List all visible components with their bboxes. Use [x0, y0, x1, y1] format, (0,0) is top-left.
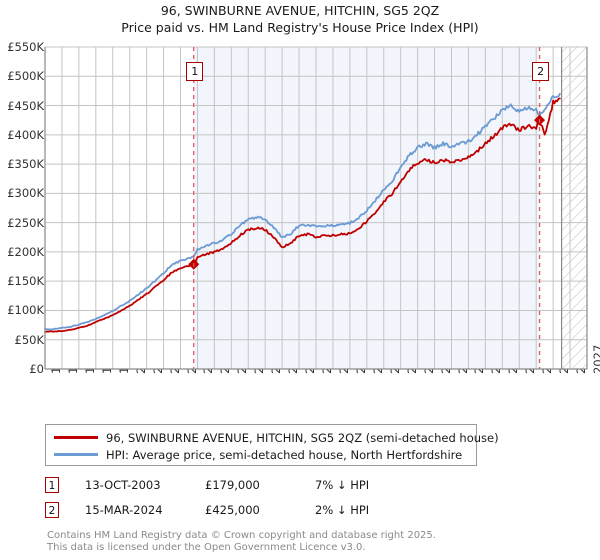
footer-line-1: Contains HM Land Registry data © Crown c…	[47, 530, 436, 541]
legend-swatch-hpi	[54, 453, 98, 456]
sale-record-row[interactable]: 2 15-MAR-2024 £425,000 2% ↓ HPI	[45, 497, 515, 522]
chart-title-line2: Price paid vs. HM Land Registry's House …	[121, 20, 479, 35]
y-axis-tick-label: £550K	[7, 40, 44, 54]
sale-record-price: £179,000	[205, 477, 260, 492]
series-line-hpi	[44, 92, 561, 331]
y-axis-tick-label: £300K	[7, 186, 44, 201]
sales-history-table: 1 13-OCT-2003 £179,000 7% ↓ HPI 2 15-MAR-2024…	[45, 472, 515, 522]
sale-marker-1[interactable]: 1	[186, 62, 204, 81]
y-axis-tick-label: £250K	[7, 215, 44, 230]
y-axis-tick-label: £400K	[7, 127, 44, 142]
chart-title-line1: 96, SWINBURNE AVENUE, HITCHIN, SG5 2QZ	[160, 3, 440, 18]
legend-swatch-price-paid	[54, 436, 98, 439]
sale-record-date: 13-OCT-2003	[85, 477, 161, 492]
legend-label-price-paid: 96, SWINBURNE AVENUE, HITCHIN, SG5 2QZ (…	[106, 430, 499, 445]
legend-label-hpi: HPI: Average price, semi-detached house,…	[106, 447, 463, 462]
y-axis-tick-label: £200K	[7, 244, 44, 259]
y-axis-tick-label: £150K	[7, 274, 44, 289]
sale-record-row[interactable]: 1 13-OCT-2003 £179,000 7% ↓ HPI	[45, 472, 515, 497]
sale-record-hpi-delta: 7% ↓ HPI	[315, 477, 370, 492]
attribution-footer: Contains HM Land Registry data © Crown c…	[47, 530, 567, 553]
legend-item-hpi: HPI: Average price, semi-detached house,…	[52, 446, 470, 463]
series-line-price-paid	[44, 97, 561, 333]
y-axis-tick-label: £450K	[7, 98, 44, 113]
chart-legend: 96, SWINBURNE AVENUE, HITCHIN, SG5 2QZ (…	[45, 424, 499, 466]
sale-record-date: 15-MAR-2024	[85, 502, 163, 517]
future-hatched-span	[561, 47, 587, 369]
y-axis-tick-label: £0	[29, 362, 44, 376]
y-axis-tick-label: £100K	[7, 303, 44, 318]
sale-record-hpi-delta: 2% ↓ HPI	[315, 502, 370, 517]
footer-line-2: This data is licensed under the Open Gov…	[47, 541, 366, 553]
sale-record-index: 1	[45, 476, 59, 493]
sale-marker-2[interactable]: 2	[532, 62, 550, 81]
y-axis-labels: £0 £50K £100K £150K £200K £250K £300K £350K £400…	[0, 0, 44, 560]
sale-record-price: £425,000	[205, 502, 260, 517]
y-axis-tick-label: £350K	[7, 157, 44, 172]
chart-title: 96, SWINBURNE AVENUE, HITCHIN, SG5 2QZ P…	[0, 2, 600, 36]
y-axis-tick-label: £50K	[14, 332, 45, 347]
sale-record-index: 2	[45, 501, 59, 518]
legend-item-price-paid: 96, SWINBURNE AVENUE, HITCHIN, SG5 2QZ (…	[52, 429, 499, 446]
y-axis-tick-label: £500K	[7, 69, 44, 84]
